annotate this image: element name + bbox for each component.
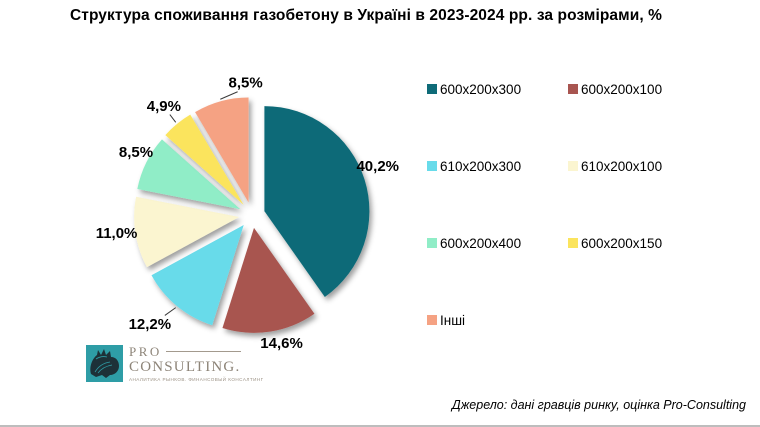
- legend-swatch-icon: [568, 238, 578, 248]
- legend-label: 600x200x100: [581, 82, 663, 97]
- pie-slice-600x200x300: [264, 106, 370, 297]
- pie-data-label: 12,2%: [129, 316, 172, 333]
- legend-swatch-icon: [427, 161, 437, 171]
- legend-item-600x200x100: 600x200x100: [568, 82, 757, 98]
- pie-slice-600x200x100: [222, 227, 315, 333]
- pie-data-label: 11,0%: [96, 225, 138, 242]
- pro-consulting-logo: PRO CONSULTING. АНАЛИТИКА РЫНКОВ. ФИНАНС…: [86, 345, 264, 382]
- legend-swatch-icon: [427, 84, 437, 94]
- pie-slice-610x200x100: [134, 196, 240, 268]
- pie-slices-group: [134, 97, 370, 333]
- chart-legend: 600x200x300 600x200x100 610x200x300 610x200…: [427, 82, 757, 390]
- legend-swatch-icon: [568, 161, 578, 171]
- pie-leader-line: [169, 114, 177, 123]
- legend-item-600x200x400: 600x200x400: [427, 236, 568, 252]
- pie-data-label: 8,5%: [229, 74, 263, 91]
- pie-slice-Інші: [195, 97, 249, 203]
- logo-rule: [165, 351, 241, 352]
- legend-label: 600x200x300: [440, 82, 522, 97]
- legend-swatch-icon: [568, 84, 578, 94]
- pie-leader-line: [220, 91, 238, 100]
- pie-slice-610x200x300: [151, 225, 244, 326]
- chart-title: Структура споживання газобетону в Україн…: [69, 7, 663, 24]
- pie-leader-line: [164, 307, 177, 316]
- legend-label: 600x200x150: [581, 236, 663, 251]
- logo-tagline: АНАЛИТИКА РЫНКОВ. ФИНАНСОВЫЙ КОНСАЛТИНГ: [129, 377, 264, 382]
- legend-label: Інші: [440, 313, 466, 328]
- legend-item-600x200x150: 600x200x150: [568, 236, 757, 252]
- pie-data-label: 40,2%: [356, 158, 399, 175]
- legend-swatch-icon: [427, 315, 437, 325]
- pie-data-label: 4,9%: [147, 98, 181, 115]
- logo-text-pro: PRO: [129, 344, 162, 359]
- legend-label: 610x200x100: [581, 159, 663, 174]
- pie-slice-600x200x150: [165, 114, 244, 205]
- pie-slice-600x200x400: [137, 139, 241, 210]
- logo-text-consulting: CONSULTING.: [129, 359, 241, 375]
- pie-chart: 40,2% 14,6% 12,2% 11,0% 8,5% 4,9% 8,5%: [96, 74, 399, 352]
- pie-leader-lines-group: [164, 91, 238, 316]
- legend-label: 600x200x400: [440, 236, 522, 251]
- pie-data-label: 14,6%: [260, 335, 303, 352]
- legend-swatch-icon: [427, 238, 437, 248]
- pie-data-labels-group: 40,2% 14,6% 12,2% 11,0% 8,5% 4,9% 8,5%: [96, 74, 399, 352]
- source-note: Джерело: дані гравців ринку, оцінка Pro-…: [451, 398, 746, 412]
- legend-item-610x200x100: 610x200x100: [568, 159, 757, 175]
- pie-data-label: 8,5%: [119, 144, 153, 161]
- pro-consulting-logo-rhino-icon: [86, 345, 123, 382]
- legend-item-Інші: Інші: [427, 313, 568, 329]
- legend-item-610x200x300: 610x200x300: [427, 159, 568, 175]
- legend-label: 610x200x300: [440, 159, 522, 174]
- legend-item-600x200x300: 600x200x300: [427, 82, 568, 98]
